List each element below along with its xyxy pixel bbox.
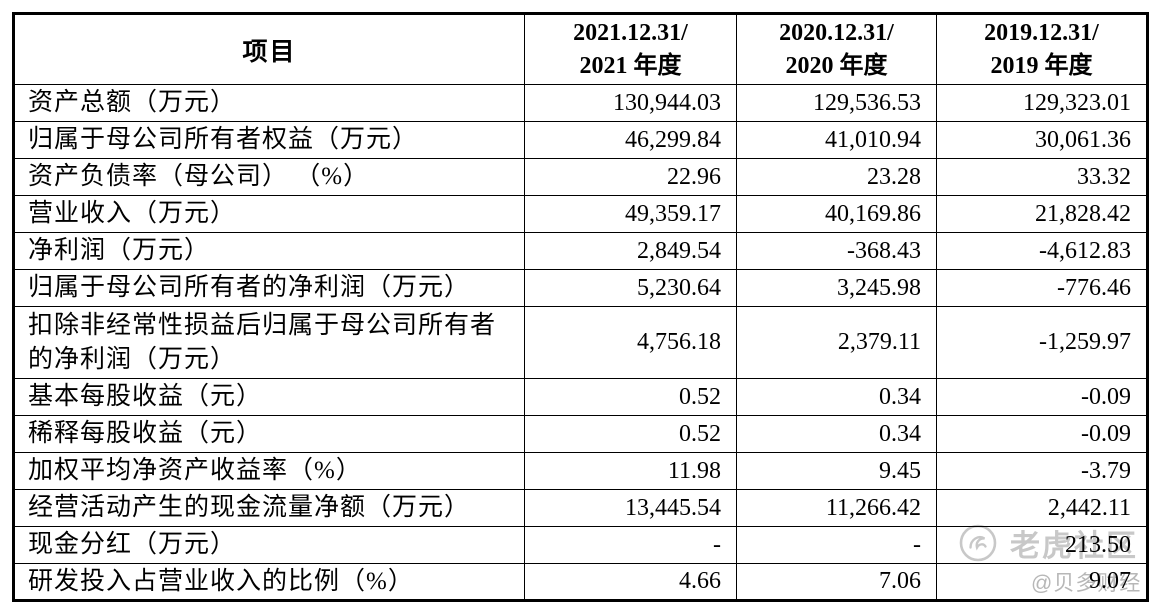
value-cell-2019: -0.09 — [936, 415, 1148, 453]
header-item-column: 项目 — [13, 13, 525, 85]
value-cell-2019: -1,259.97 — [936, 306, 1148, 379]
table-row-net-profit: 净利润（万元） 2,849.54 -368.43 -4,612.83 — [13, 232, 1148, 270]
row-label-cell: 扣除非经常性损益后归属于母公司所有者的净利润（万元） — [13, 306, 525, 379]
value-cell-2021: 130,944.03 — [524, 84, 737, 122]
row-label-cell: 稀释每股收益（元） — [13, 415, 525, 453]
table-row-weighted-roe: 加权平均净资产收益率（%） 11.98 9.45 -3.79 — [13, 452, 1148, 490]
header-2019-date: 2019.12.31/ — [984, 19, 1099, 46]
value-cell-2021: 4.66 — [524, 563, 737, 601]
header-column-2019: 2019.12.31/ 2019 年度 — [936, 13, 1148, 85]
value-cell-2021: 13,445.54 — [524, 489, 737, 527]
value-cell-2019: 2,442.11 — [936, 489, 1148, 527]
header-column-2021: 2021.12.31/ 2021 年度 — [524, 13, 737, 85]
value-cell-2019: -0.09 — [936, 378, 1148, 416]
table-row-revenue: 营业收入（万元） 49,359.17 40,169.86 21,828.42 — [13, 195, 1148, 233]
financial-summary-table: 项目 2021.12.31/ 2021 年度 2020.12.31/ 2020 … — [12, 12, 1149, 602]
value-cell-2019: 213.50 — [936, 526, 1148, 564]
row-label-cell: 营业收入（万元） — [13, 195, 525, 233]
value-cell-2019: 9.07 — [936, 563, 1148, 601]
value-cell-2019: -776.46 — [936, 269, 1148, 307]
value-cell-2021: 11.98 — [524, 452, 737, 490]
value-cell-2021: 49,359.17 — [524, 195, 737, 233]
value-cell-2021: 0.52 — [524, 415, 737, 453]
table-row-operating-cash-flow: 经营活动产生的现金流量净额（万元） 13,445.54 11,266.42 2,… — [13, 489, 1148, 527]
value-cell-2021: 4,756.18 — [524, 306, 737, 379]
value-cell-2020: 40,169.86 — [736, 195, 937, 233]
table-row-debt-ratio: 资产负债率（母公司） （%） 22.96 23.28 33.32 — [13, 158, 1148, 196]
header-row: 项目 2021.12.31/ 2021 年度 2020.12.31/ 2020 … — [13, 13, 1148, 85]
row-label-cell: 归属于母公司所有者权益（万元） — [13, 121, 525, 159]
value-cell-2019: 30,061.36 — [936, 121, 1148, 159]
row-label-cell: 归属于母公司所有者的净利润（万元） — [13, 269, 525, 307]
value-cell-2020: -368.43 — [736, 232, 937, 270]
value-cell-2021: 0.52 — [524, 378, 737, 416]
value-cell-2020: 11,266.42 — [736, 489, 937, 527]
value-cell-2020: 0.34 — [736, 415, 937, 453]
row-label-cell: 净利润（万元） — [13, 232, 525, 270]
value-cell-2019: 33.32 — [936, 158, 1148, 196]
table-row-parent-net-profit: 归属于母公司所有者的净利润（万元） 5,230.64 3,245.98 -776… — [13, 269, 1148, 307]
value-cell-2019: 21,828.42 — [936, 195, 1148, 233]
value-cell-2021: 5,230.64 — [524, 269, 737, 307]
row-label-cell: 研发投入占营业收入的比例（%） — [13, 563, 525, 601]
table-row-deducted-net-profit: 扣除非经常性损益后归属于母公司所有者的净利润（万元） 4,756.18 2,37… — [13, 306, 1148, 379]
header-2021-date: 2021.12.31/ — [573, 19, 688, 46]
value-cell-2020: 41,010.94 — [736, 121, 937, 159]
table-row-rd-ratio: 研发投入占营业收入的比例（%） 4.66 7.06 9.07 — [13, 563, 1148, 601]
value-cell-2021: 46,299.84 — [524, 121, 737, 159]
value-cell-2019: -3.79 — [936, 452, 1148, 490]
header-2021-year: 2021 年度 — [579, 52, 682, 79]
row-label-cell: 现金分红（万元） — [13, 526, 525, 564]
value-cell-2020: 3,245.98 — [736, 269, 937, 307]
value-cell-2020: 9.45 — [736, 452, 937, 490]
value-cell-2019: -4,612.83 — [936, 232, 1148, 270]
value-cell-2020: 23.28 — [736, 158, 937, 196]
value-cell-2020: 0.34 — [736, 378, 937, 416]
header-item-label: 项目 — [242, 38, 297, 66]
value-cell-2021: - — [524, 526, 737, 564]
table-row-parent-equity: 归属于母公司所有者权益（万元） 46,299.84 41,010.94 30,0… — [13, 121, 1148, 159]
value-cell-2020: 7.06 — [736, 563, 937, 601]
header-2020-year: 2020 年度 — [785, 52, 888, 79]
header-column-2020: 2020.12.31/ 2020 年度 — [736, 13, 937, 85]
header-2019-year: 2019 年度 — [990, 52, 1093, 79]
value-cell-2020: 129,536.53 — [736, 84, 937, 122]
row-label-cell: 资产总额（万元） — [13, 84, 525, 122]
row-label-cell: 资产负债率（母公司） （%） — [13, 158, 525, 196]
value-cell-2021: 2,849.54 — [524, 232, 737, 270]
table-row-total-assets: 资产总额（万元） 130,944.03 129,536.53 129,323.0… — [13, 84, 1148, 122]
value-cell-2020: 2,379.11 — [736, 306, 937, 379]
row-label-cell: 加权平均净资产收益率（%） — [13, 452, 525, 490]
value-cell-2019: 129,323.01 — [936, 84, 1148, 122]
value-cell-2020: - — [736, 526, 937, 564]
table-row-diluted-eps: 稀释每股收益（元） 0.52 0.34 -0.09 — [13, 415, 1148, 453]
table-row-basic-eps: 基本每股收益（元） 0.52 0.34 -0.09 — [13, 378, 1148, 416]
table-row-cash-dividend: 现金分红（万元） - - 213.50 — [13, 526, 1148, 564]
value-cell-2021: 22.96 — [524, 158, 737, 196]
header-2020-date: 2020.12.31/ — [779, 19, 894, 46]
row-label-cell: 基本每股收益（元） — [13, 378, 525, 416]
row-label-cell: 经营活动产生的现金流量净额（万元） — [13, 489, 525, 527]
